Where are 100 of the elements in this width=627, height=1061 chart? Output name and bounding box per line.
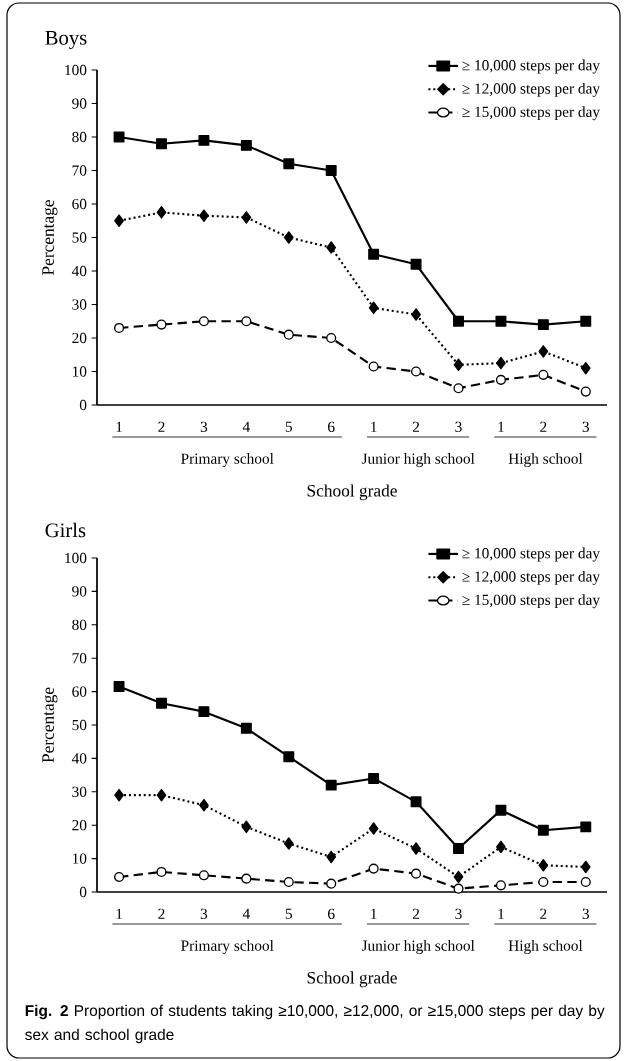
point [495,374,506,385]
point [156,697,167,709]
x-tick-label: 2 [540,908,547,919]
x-tick-label: 3 [582,908,590,919]
point [495,804,507,816]
x-tick-label: 5 [285,908,293,919]
point [537,319,549,331]
y-axis-title: Percentage [42,687,58,763]
point [538,876,549,888]
point [199,798,209,812]
point [326,241,337,254]
point [580,315,592,327]
point [453,383,464,394]
point [241,820,252,834]
point [537,824,549,836]
x-tick-label: 4 [242,421,250,432]
y-tick-label: 90 [72,586,87,597]
point [241,873,252,884]
point [326,850,337,864]
text: Primary school [181,940,274,954]
y-tick-label: 60 [72,686,87,697]
y-tick-label: 0 [79,886,87,898]
point [325,165,337,176]
text: High school [508,940,583,954]
x-tick-label: 1 [498,421,504,432]
y-tick-label: 10 [72,366,87,377]
point [368,301,379,315]
point [411,868,422,879]
point [453,883,464,894]
point [113,131,125,143]
point [411,842,421,855]
x-tick-label: 2 [412,908,420,919]
x-tick-label: 3 [455,908,462,919]
point [580,361,591,375]
x-tick-label: 1 [116,908,122,919]
y-tick-label: 50 [72,232,87,243]
point [453,358,464,372]
x-axis-title: School grade [307,971,397,988]
point [198,134,210,146]
point [580,821,592,833]
y-tick-label: 30 [72,786,87,797]
point [283,231,294,244]
point [538,859,549,872]
point [580,876,591,888]
point [283,876,294,888]
y-tick-label: 100 [65,64,87,76]
text: Junior high school [361,453,475,467]
legend-label: ≥ 12,000 steps per day [462,570,600,585]
point [453,315,464,327]
point [326,878,337,889]
y-tick-label: 90 [72,98,87,109]
chart-title: Girls [45,522,86,538]
y-tick-label: 10 [72,853,87,864]
x-tick-label: 3 [455,421,462,433]
point [113,871,125,883]
x-tick-label: 3 [200,908,208,919]
x-tick-label: 6 [328,908,335,919]
point [496,840,506,854]
y-tick-label: 60 [72,198,87,210]
x-axis-title: School grade [307,484,397,501]
x-tick-label: 4 [242,908,250,919]
x-tick-label: 2 [158,908,165,919]
point [410,796,422,808]
point [325,779,337,791]
y-tick-label: 0 [79,399,87,411]
x-tick-label: 6 [328,421,335,433]
x-tick-label: 1 [371,421,377,432]
y-tick-label: 70 [72,653,87,664]
y-tick-label: 20 [72,332,87,344]
x-tick-label: 1 [116,421,122,432]
point [198,316,209,327]
point [156,138,167,150]
point [368,361,379,372]
text: Junior high school [361,940,475,954]
point [283,837,294,850]
text: Fig. 2 Proportion of students taking ≥10,000, ≥12,000, or ≥15,000 steps per day by sex and school grade [25,1004,605,1044]
point [368,248,380,260]
point [368,772,380,784]
point [114,214,124,228]
point [113,681,125,693]
x-tick-label: 5 [285,421,293,432]
legend-label: ≥ 12,000 steps per day [462,82,600,97]
x-tick-label: 2 [158,421,165,432]
point [496,356,506,370]
x-tick-label: 1 [498,908,504,919]
text: High school [508,453,583,467]
x-tick-label: 1 [371,908,377,919]
x-tick-label: 2 [540,421,547,432]
y-tick-label: 80 [72,131,87,143]
point [113,322,125,334]
point [411,366,422,377]
point [580,860,591,874]
point [410,258,422,270]
point [198,706,210,718]
x-tick-label: 3 [582,421,590,433]
point [453,843,464,855]
point [368,863,379,874]
legend-label: ≥ 15,000 steps per day [462,594,600,609]
point [368,822,379,835]
point [283,329,294,340]
